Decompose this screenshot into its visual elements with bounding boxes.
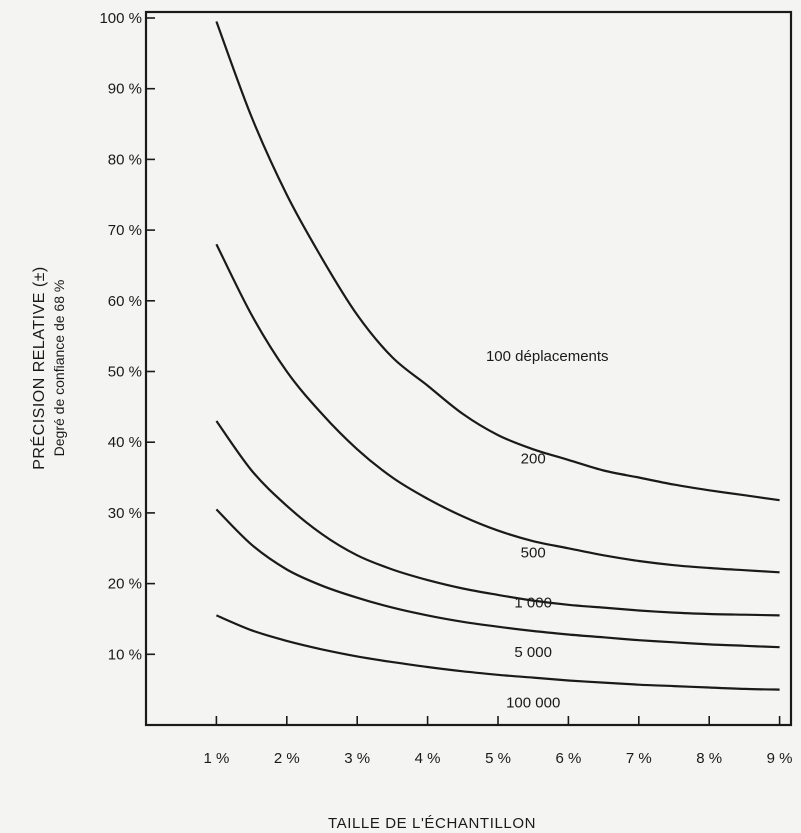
series-line [215, 21, 780, 502]
x-tick-label: 1 % [203, 750, 229, 767]
series-line [215, 420, 780, 617]
x-tick-label: 9 % [767, 750, 793, 767]
series-label: 200 [521, 450, 546, 467]
y-axis-title: PRÉCISION RELATIVE (±) [29, 266, 48, 470]
y-tick-label: 100 % [99, 10, 142, 27]
series-lines [215, 21, 780, 691]
series-label: 100 déplacements [486, 348, 609, 365]
series-label: 100 000 [506, 694, 560, 711]
x-tick-label: 5 % [485, 750, 511, 767]
plot-frame [144, 10, 793, 727]
y-tick-label: 70 % [108, 222, 142, 239]
y-tick-label: 80 % [108, 151, 142, 168]
series-line [215, 508, 780, 649]
x-axis-ticks: 1 % 2 % 3 % 4 % 5 % 6 % 7 % 8 % 9 % [203, 716, 793, 767]
series-label: 500 [521, 544, 546, 561]
x-axis-title: TAILLE DE L'ÉCHANTILLON [328, 815, 536, 832]
series-label: 5 000 [514, 644, 552, 661]
y-tick-label: 90 % [108, 81, 142, 98]
x-tick-label: 3 % [344, 750, 370, 767]
y-tick-label: 30 % [108, 505, 142, 522]
y-tick-label: 50 % [108, 364, 142, 381]
x-tick-label: 6 % [555, 750, 581, 767]
x-tick-label: 4 % [415, 750, 441, 767]
y-tick-label: 10 % [108, 646, 142, 663]
series-label: 1 000 [514, 595, 552, 612]
series-labels: 100 déplacements 200 500 1 000 5 000 100 000 [486, 348, 609, 711]
x-tick-label: 7 % [626, 750, 652, 767]
y-axis-ticks: 10 % 20 % 30 % 40 % 50 % 60 % 70 % 80 % 90 % 100 … [99, 10, 155, 663]
x-tick-label: 2 % [274, 750, 300, 767]
y-tick-label: 40 % [108, 434, 142, 451]
y-tick-label: 20 % [108, 576, 142, 593]
series-line [215, 243, 780, 574]
x-tick-label: 8 % [696, 750, 722, 767]
series-line [215, 614, 780, 691]
y-axis-subtitle: Degré de confiance de 68 % [51, 280, 67, 457]
y-tick-label: 60 % [108, 293, 142, 310]
